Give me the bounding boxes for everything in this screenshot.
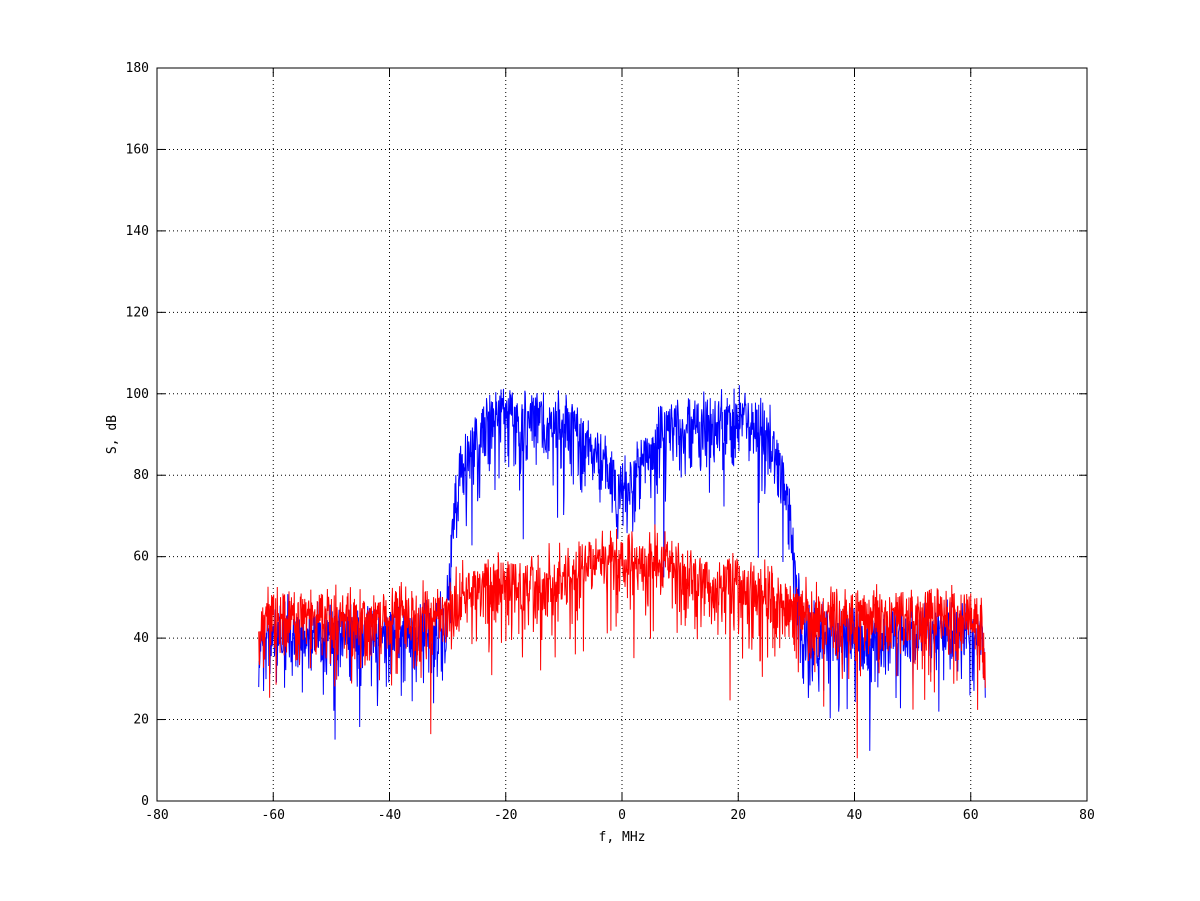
- grid-lines: [157, 68, 1087, 801]
- y-tick-label: 0: [141, 794, 149, 809]
- x-tick-label: -80: [145, 808, 168, 823]
- y-axis-label: S, dB: [105, 415, 120, 454]
- x-axis-label: f, MHz: [599, 830, 646, 845]
- y-tick-label: 180: [126, 61, 149, 76]
- x-tick-label: -40: [378, 808, 401, 823]
- x-tick-label: 60: [963, 808, 979, 823]
- noise-floor-spectrum-trace: [258, 524, 986, 759]
- x-tick-label: 40: [847, 808, 863, 823]
- y-tick-label: 60: [133, 550, 149, 565]
- x-tick-label: -60: [262, 808, 285, 823]
- x-tick-label: -20: [494, 808, 517, 823]
- axis-ticks: [157, 68, 1087, 801]
- y-tick-label: 120: [126, 305, 149, 320]
- y-tick-label: 80: [133, 468, 149, 483]
- x-tick-label: 80: [1079, 808, 1095, 823]
- series-traces: [258, 385, 986, 759]
- y-tick-label: 40: [133, 631, 149, 646]
- tick-labels: -80 -60 -40 -20 0 20 40 60 80 0 20 40 60 80 100 120 140 1…: [126, 61, 1095, 823]
- x-tick-label: 0: [618, 808, 626, 823]
- y-tick-label: 20: [133, 713, 149, 728]
- y-tick-label: 100: [126, 387, 149, 402]
- x-tick-label: 20: [730, 808, 746, 823]
- y-tick-label: 160: [126, 142, 149, 157]
- y-tick-label: 140: [126, 224, 149, 239]
- plot-border: [156, 67, 1088, 802]
